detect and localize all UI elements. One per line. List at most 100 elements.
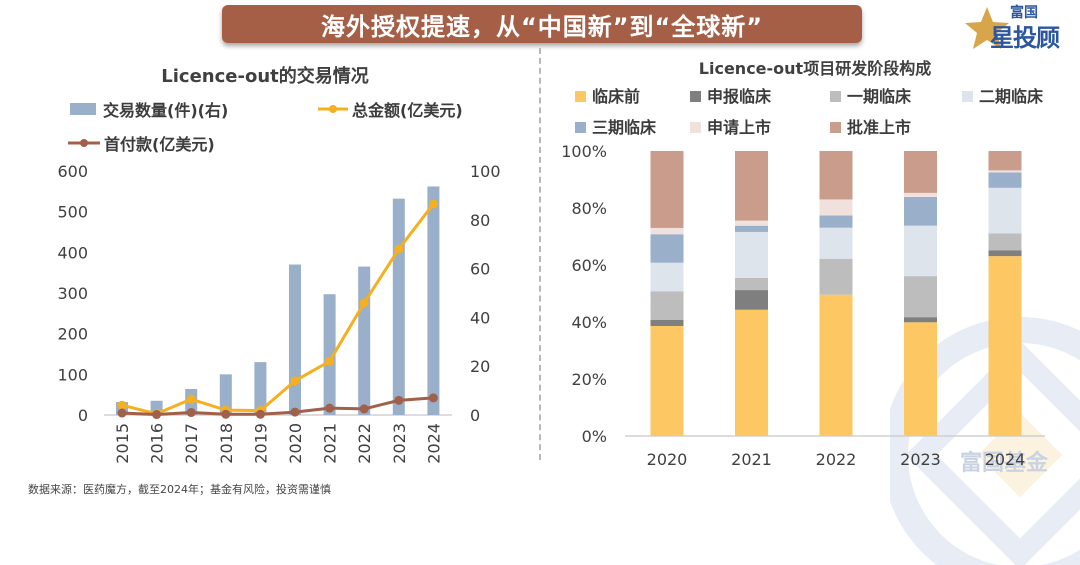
stage-segment — [650, 151, 684, 228]
stage-segment — [904, 317, 937, 323]
stage-segment — [819, 294, 853, 436]
upfront-payment-point — [221, 409, 231, 419]
legend-total-marker — [329, 105, 337, 113]
stage-segment — [650, 227, 684, 235]
stage-segment — [988, 172, 1022, 188]
stage-segment — [904, 196, 937, 226]
stage-segment — [650, 262, 684, 292]
x-axis-year-label: 2024 — [985, 450, 1026, 469]
stage-segment — [735, 231, 768, 278]
left-axis-tick-label: 0 — [78, 406, 88, 425]
stage-segment — [988, 256, 1022, 436]
right-axis-tick-label: 100 — [470, 162, 501, 181]
x-axis-year-label: 2021 — [731, 450, 772, 469]
legend-bar-swatch — [70, 103, 96, 115]
stage-segment — [819, 151, 853, 200]
stage-segment — [904, 276, 937, 318]
total-amount-point — [359, 298, 369, 308]
chart2-title: Licence-out项目研发阶段构成 — [699, 59, 931, 78]
x-axis-year-label: 2021 — [321, 423, 340, 464]
x-axis-year-label: 2024 — [424, 423, 443, 464]
legend-label: 申请上市 — [707, 118, 771, 137]
right-axis-tick-label: 20 — [470, 357, 490, 376]
stage-segment — [735, 277, 768, 291]
upfront-payment-line — [121, 396, 434, 417]
y-axis-tick-label: 40% — [571, 313, 607, 332]
stage-segment — [819, 227, 853, 259]
total-amount-point — [394, 244, 404, 254]
x-axis-year-label: 2023 — [900, 450, 941, 469]
x-axis-year-label: 2020 — [647, 450, 688, 469]
stage-segment — [735, 290, 768, 310]
x-axis-year-label: 2020 — [286, 423, 305, 464]
logo-top-text: 富国 — [1010, 5, 1038, 21]
licence-out-deals-chart: Licence-out的交易情况 交易数量(件)(右) 总金额(亿美元) 首付款… — [57, 65, 501, 464]
stage-segment — [819, 215, 853, 228]
panel-divider — [539, 48, 541, 460]
stage-segment — [988, 151, 1022, 171]
left-axis-tick-label: 200 — [57, 325, 88, 344]
legend-label-upfront: 首付款(亿美元) — [104, 135, 215, 154]
x-axis-year-label: 2015 — [113, 423, 132, 464]
y-axis-tick-label: 80% — [571, 199, 607, 218]
upfront-payment-point — [394, 395, 404, 405]
legend-label: 批准上市 — [847, 118, 911, 137]
stage-segment — [735, 309, 768, 436]
legend-label: 三期临床 — [592, 118, 657, 137]
stage-segment — [819, 199, 853, 216]
upfront-payment-point — [290, 407, 300, 417]
brand-logo: 富国 星投顾 — [960, 0, 1075, 52]
right-axis-tick-label: 40 — [470, 308, 490, 327]
legend-label-total: 总金额(亿美元) — [352, 101, 463, 120]
stage-segment — [904, 192, 937, 197]
left-axis-tick-label: 600 — [57, 162, 88, 181]
left-axis-tick-label: 100 — [57, 365, 88, 384]
deal-count-bar — [323, 294, 336, 415]
logo-bottom-text: 星投顾 — [990, 24, 1060, 52]
right-axis-tick-label: 60 — [470, 260, 490, 279]
stage-segment — [735, 151, 768, 221]
upfront-payment-point — [152, 410, 162, 420]
legend-swatch — [575, 122, 586, 133]
legend-swatch — [962, 91, 973, 102]
right-axis-tick-label: 0 — [470, 406, 480, 425]
stage-segment — [650, 291, 684, 320]
legend-label: 申报临床 — [707, 87, 772, 106]
stage-segment — [650, 319, 684, 326]
stage-segment — [735, 220, 768, 226]
x-axis-year-label: 2017 — [182, 423, 201, 464]
stage-segment — [735, 225, 768, 232]
y-axis-tick-label: 100% — [561, 142, 607, 161]
left-axis-tick-label: 300 — [57, 284, 88, 303]
deal-count-bar — [219, 374, 232, 415]
x-axis-year-label: 2023 — [390, 423, 409, 464]
y-axis-tick-label: 60% — [571, 256, 607, 275]
upfront-payment-point — [117, 408, 127, 418]
upfront-payment-point — [325, 403, 335, 413]
page-title: 海外授权提速，从“中国新”到“全球新” — [320, 12, 764, 41]
x-axis-year-label: 2018 — [217, 423, 236, 464]
legend-label: 二期临床 — [979, 87, 1044, 106]
stage-segment — [988, 170, 1022, 173]
deal-count-bar — [427, 186, 440, 415]
left-axis-tick-label: 400 — [57, 243, 88, 262]
stage-segment — [650, 234, 684, 263]
legend-swatch — [690, 91, 701, 102]
x-axis-year-label: 2022 — [355, 423, 374, 464]
total-amount-point — [290, 376, 300, 386]
stage-segment — [819, 258, 853, 295]
total-amount-point — [186, 394, 196, 404]
left-axis-tick-label: 500 — [57, 203, 88, 222]
stage-segment — [988, 187, 1022, 234]
legend-swatch — [830, 91, 841, 102]
legend-label: 临床前 — [592, 87, 640, 106]
legend-swatch — [830, 122, 841, 133]
chart1-legend: 交易数量(件)(右) 总金额(亿美元) 首付款(亿美元) — [68, 101, 463, 154]
total-amount-point — [325, 356, 335, 366]
y-axis-tick-label: 0% — [582, 427, 607, 446]
total-amount-line — [121, 203, 435, 416]
stage-segment — [904, 151, 937, 193]
upfront-payment-point — [255, 409, 265, 419]
